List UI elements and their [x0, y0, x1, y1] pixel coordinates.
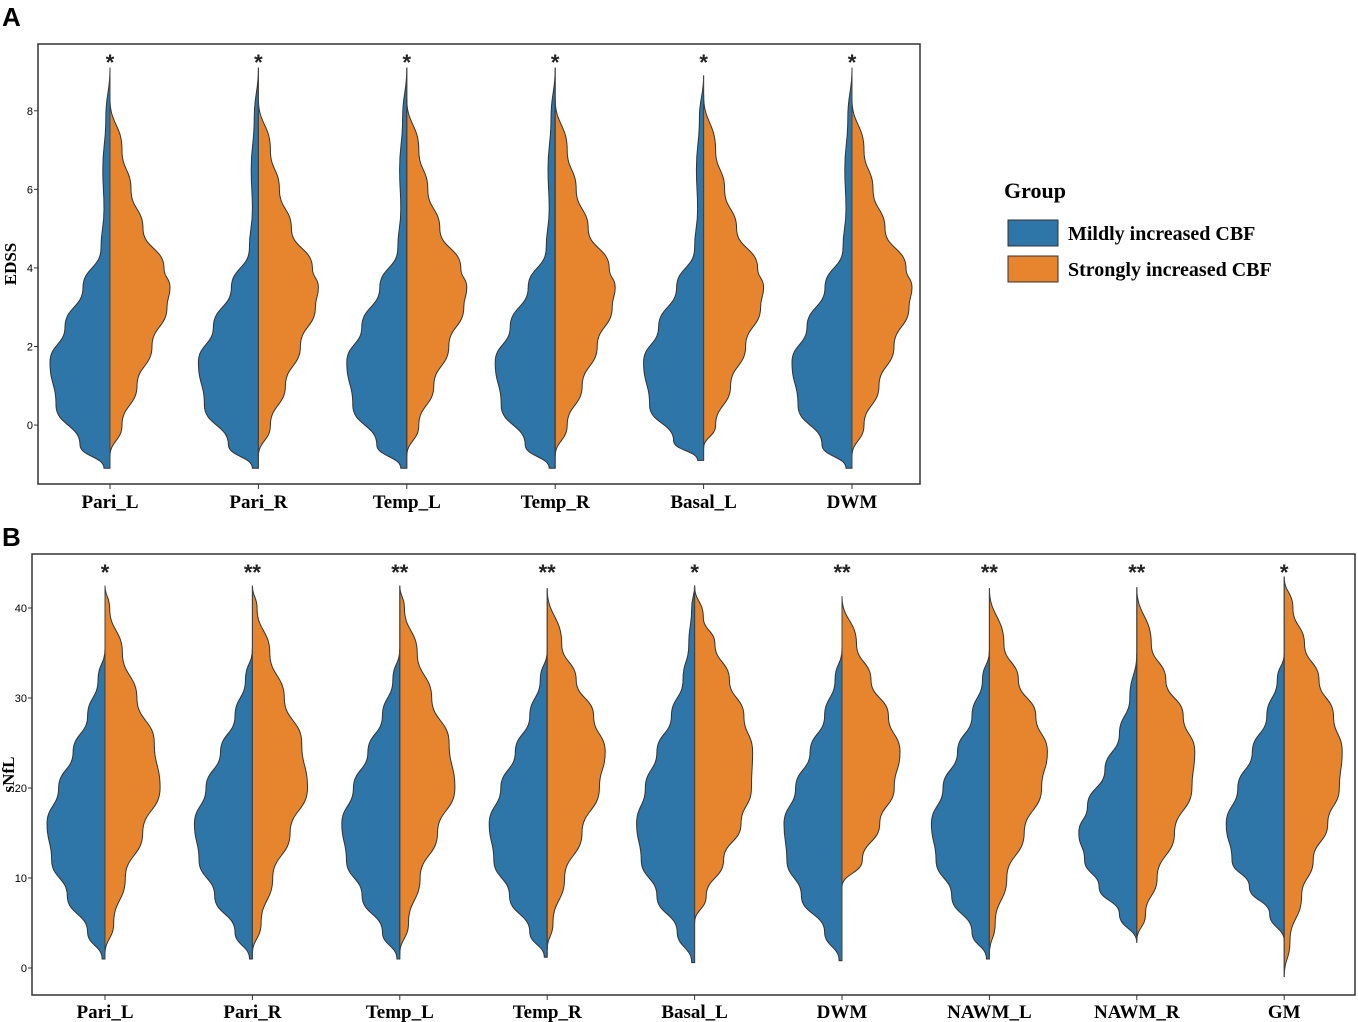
violin-mildly-temp_l — [341, 648, 401, 960]
y-tick-label: 2 — [27, 342, 33, 354]
y-tick-label: 10 — [15, 873, 27, 885]
significance-marker: ** — [391, 560, 409, 585]
significance-marker: ** — [833, 560, 851, 585]
y-tick-label: 30 — [15, 693, 27, 705]
legend-title: Group — [1004, 178, 1066, 203]
significance-marker: ** — [539, 560, 557, 585]
x-tick-label: Temp_L — [366, 1002, 434, 1022]
legend-label-mildly: Mildly increased CBF — [1068, 223, 1255, 245]
violin-mildly-nawm_r — [1078, 652, 1138, 943]
x-tick-label: Temp_R — [521, 492, 590, 513]
violin-mildly-basal_l — [643, 75, 705, 461]
violin-mildly-dwm — [791, 67, 853, 469]
x-tick-label: Temp_L — [373, 492, 441, 513]
x-tick-label: Pari_R — [229, 492, 287, 513]
violin-mildly-pari_r — [197, 67, 259, 469]
x-tick-label: NAWM_L — [947, 1002, 1031, 1022]
violin-strongly-dwm — [841, 596, 901, 888]
violin-strongly-temp_r — [546, 588, 606, 951]
violin-strongly-basal_l — [703, 95, 765, 449]
violin-mildly-nawm_l — [930, 650, 990, 960]
violin-strongly-pari_r — [257, 98, 319, 457]
panel-a-label: A — [2, 2, 21, 32]
violin-strongly-gm — [1283, 576, 1343, 978]
violin-mildly-pari_l — [49, 67, 111, 469]
x-tick-label: DWM — [827, 492, 878, 513]
y-axis-label: sNfL — [0, 757, 18, 793]
violin-strongly-pari_r — [251, 585, 309, 955]
violin-strongly-pari_l — [104, 585, 161, 955]
y-tick-label: 20 — [15, 783, 27, 795]
y-tick-label: 6 — [27, 184, 33, 196]
violin-strongly-temp_r — [554, 98, 616, 457]
significance-marker: * — [690, 560, 699, 585]
significance-marker: ** — [981, 560, 999, 585]
x-tick-label: Pari_L — [77, 1002, 134, 1022]
panel-b-label: B — [2, 522, 21, 552]
violin-strongly-basal_l — [694, 585, 754, 924]
violin-strongly-pari_l — [109, 98, 171, 457]
x-tick-label: Pari_L — [82, 492, 139, 513]
panel-b-chart: 010203040sNfLPari_L*Pari_R**Temp_L**Temp… — [0, 560, 1343, 1022]
x-tick-label: Pari_R — [223, 1002, 281, 1022]
significance-marker: * — [403, 50, 412, 75]
x-tick-label: GM — [1268, 1002, 1301, 1022]
significance-marker: ** — [1128, 560, 1146, 585]
legend-label-strongly: Strongly increased CBF — [1068, 259, 1272, 281]
y-tick-label: 40 — [15, 603, 27, 615]
violin-mildly-basal_l — [636, 585, 696, 964]
significance-marker: * — [1280, 560, 1289, 585]
violin-mildly-pari_r — [193, 648, 253, 960]
y-tick-label: 0 — [21, 963, 27, 975]
significance-marker: * — [254, 50, 263, 75]
y-tick-label: 4 — [27, 263, 33, 275]
violin-mildly-pari_l — [46, 648, 106, 960]
legend: Group Mildly increased CBF Strongly incr… — [1004, 178, 1272, 283]
legend-swatch-mildly — [1007, 219, 1059, 247]
violin-mildly-temp_r — [494, 67, 556, 469]
legend-swatch-strongly — [1007, 255, 1059, 283]
significance-marker: * — [551, 50, 560, 75]
significance-marker: * — [848, 50, 857, 75]
violin-mildly-temp_r — [488, 650, 548, 958]
y-tick-label: 0 — [27, 420, 33, 432]
x-tick-label: NAWM_R — [1094, 1002, 1180, 1022]
x-tick-label: Temp_R — [513, 1002, 582, 1022]
y-axis-label: EDSS — [1, 243, 20, 286]
violin-mildly-temp_l — [346, 67, 408, 469]
violin-mildly-gm — [1225, 652, 1285, 942]
significance-marker: * — [101, 560, 110, 585]
violin-strongly-temp_l — [399, 585, 456, 955]
y-tick-label: 8 — [27, 106, 33, 118]
violin-strongly-nawm_r — [1136, 587, 1196, 942]
significance-marker: * — [699, 50, 708, 75]
x-tick-label: Basal_L — [670, 492, 737, 513]
significance-marker: * — [106, 50, 115, 75]
violin-strongly-temp_l — [406, 98, 468, 457]
violin-strongly-dwm — [851, 98, 913, 457]
panel-a-chart: 0 2 4 6 8 EDSS Pari_L * Pari_R * Temp_L * Temp_R * Bas… — [1, 50, 913, 513]
violin-mildly-dwm — [783, 648, 843, 962]
x-tick-label: DWM — [817, 1002, 868, 1022]
violin-strongly-nawm_l — [988, 588, 1048, 955]
significance-marker: ** — [244, 560, 262, 585]
panel-a-plot-area — [37, 43, 921, 485]
x-tick-label: Basal_L — [661, 1002, 728, 1022]
